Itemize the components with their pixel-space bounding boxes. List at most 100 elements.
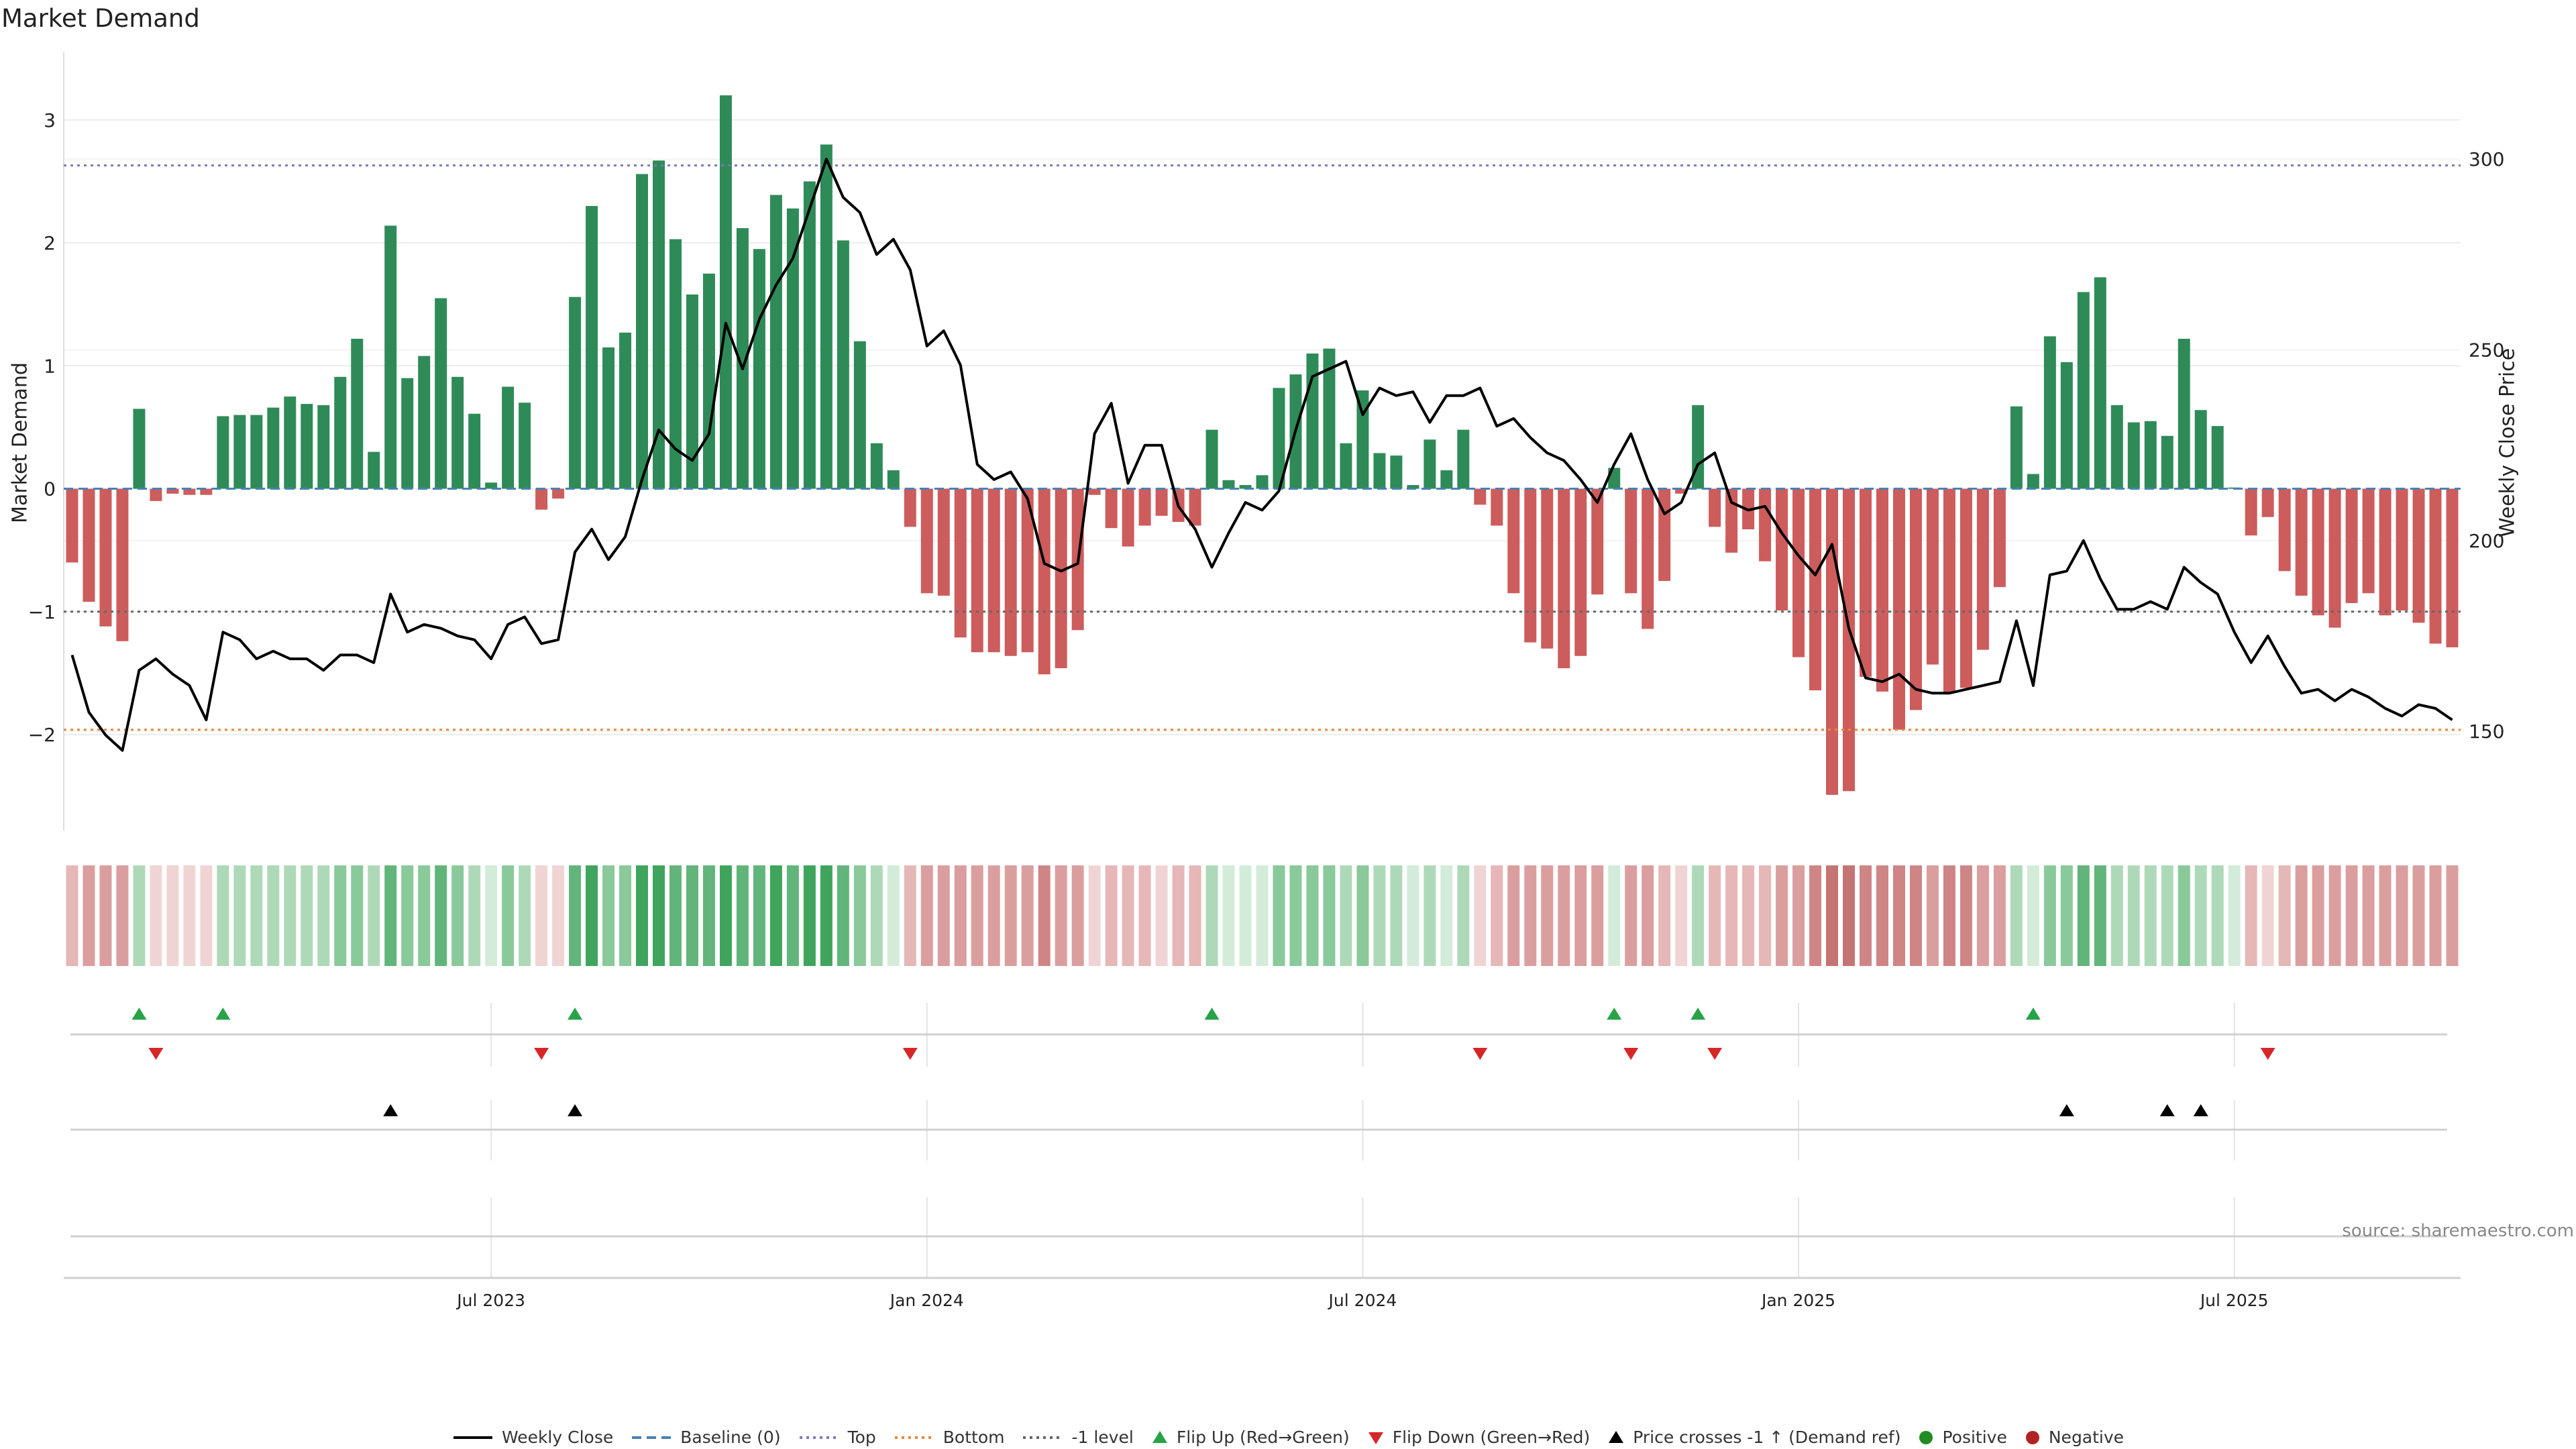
signal-cell bbox=[736, 865, 749, 966]
signal-cell bbox=[1172, 865, 1185, 966]
signal-cell bbox=[233, 865, 246, 966]
demand-bar bbox=[1256, 475, 1269, 489]
demand-bar bbox=[920, 488, 933, 594]
signal-cell bbox=[1491, 865, 1503, 966]
y-tick-label-left: 0 bbox=[44, 478, 56, 500]
demand-bar bbox=[1122, 488, 1134, 547]
demand-bar bbox=[2295, 488, 2308, 596]
demand-bar bbox=[669, 239, 682, 489]
signal-cell bbox=[904, 865, 916, 966]
signal-cell bbox=[1943, 865, 1955, 966]
signal-cell bbox=[820, 865, 833, 966]
flip-down-marker bbox=[1707, 1048, 1723, 1060]
signal-strip bbox=[66, 865, 2459, 966]
demand-bar bbox=[820, 144, 833, 489]
demand-bar bbox=[1222, 480, 1235, 489]
signal-cell bbox=[786, 865, 799, 966]
flip-up-marker bbox=[2025, 1008, 2041, 1020]
signal-cell bbox=[451, 865, 464, 966]
demand-bar bbox=[1088, 488, 1101, 495]
signal-cell bbox=[769, 865, 782, 966]
demand-bar bbox=[2429, 488, 2442, 644]
signal-cell bbox=[519, 865, 531, 966]
legend-symbol-icon bbox=[2025, 1430, 2041, 1446]
demand-bar bbox=[1407, 485, 1419, 489]
demand-bar bbox=[1675, 488, 1688, 494]
demand-bar bbox=[2446, 488, 2459, 647]
signal-cell bbox=[2379, 865, 2392, 966]
demand-bar bbox=[368, 451, 380, 489]
legend-symbol-icon bbox=[1918, 1430, 1934, 1446]
demand-bar bbox=[1440, 470, 1453, 489]
demand-bars bbox=[66, 95, 2459, 795]
signal-cell bbox=[418, 865, 431, 966]
signal-cell bbox=[468, 865, 481, 966]
signal-cell bbox=[1105, 865, 1118, 966]
demand-bar bbox=[250, 415, 263, 489]
flip-down-marker bbox=[902, 1048, 918, 1060]
legend-label: Top bbox=[847, 1428, 876, 1447]
signal-cell bbox=[2144, 865, 2157, 966]
legend-label: Price crosses -1 ↑ (Demand ref) bbox=[1633, 1428, 1901, 1447]
axis-ticks: 3 2 1 0 −1 −2 300 250 200 150 Jul 2023 Jan 2024 Jul … bbox=[28, 109, 2505, 1310]
demand-bar bbox=[150, 488, 162, 501]
signal-cell bbox=[1474, 865, 1487, 966]
demand-bar bbox=[1373, 453, 1386, 489]
signal-cell bbox=[334, 865, 347, 966]
demand-bar bbox=[1390, 455, 1403, 489]
signal-cell bbox=[1759, 865, 1772, 966]
signal-cell bbox=[2077, 865, 2090, 966]
demand-bar bbox=[1892, 488, 1905, 730]
signal-cell bbox=[1860, 865, 1872, 966]
signal-cell bbox=[2178, 865, 2190, 966]
signal-cell bbox=[66, 865, 78, 966]
signal-cell bbox=[1608, 865, 1621, 966]
demand-bar bbox=[1809, 488, 1822, 691]
demand-bar bbox=[2345, 488, 2358, 603]
signal-cell bbox=[2194, 865, 2207, 966]
signal-cell bbox=[2312, 865, 2324, 966]
demand-bar bbox=[1239, 485, 1252, 489]
demand-bar bbox=[166, 488, 179, 494]
signal-cell bbox=[502, 865, 515, 966]
legend-symbol-icon bbox=[1607, 1430, 1625, 1446]
demand-bar bbox=[1273, 388, 1285, 489]
signal-cell bbox=[1960, 865, 1972, 966]
demand-bar bbox=[2362, 488, 2375, 594]
signal-cell bbox=[1440, 865, 1453, 966]
signal-cell bbox=[954, 865, 967, 966]
demand-bar bbox=[1709, 488, 1721, 527]
legend-symbol-icon bbox=[631, 1431, 672, 1444]
demand-bar bbox=[1491, 488, 1503, 526]
legend-symbol-icon bbox=[452, 1431, 494, 1444]
demand-bar bbox=[1457, 429, 1470, 489]
legend-label: Baseline (0) bbox=[680, 1428, 781, 1447]
demand-bar bbox=[502, 386, 515, 489]
signal-cell bbox=[602, 865, 615, 966]
signal-cell bbox=[116, 865, 129, 966]
signal-cell bbox=[1507, 865, 1520, 966]
demand-bar bbox=[2178, 338, 2190, 489]
y-axis-left-label: Market Demand bbox=[8, 362, 32, 523]
y-tick-label-right: 150 bbox=[2469, 720, 2504, 743]
demand-bar bbox=[971, 488, 983, 653]
chart-title: Market Demand bbox=[1, 4, 200, 33]
signal-cell bbox=[669, 865, 682, 966]
demand-bar bbox=[2211, 426, 2224, 489]
signal-cell bbox=[702, 865, 715, 966]
flip-up-marker bbox=[1607, 1008, 1622, 1020]
signal-cell bbox=[1038, 865, 1051, 966]
demand-bar bbox=[954, 488, 967, 638]
signal-cell bbox=[1993, 865, 2006, 966]
price-cross-marker bbox=[2059, 1104, 2074, 1116]
signal-cell bbox=[971, 865, 983, 966]
demand-bar bbox=[317, 405, 330, 489]
signal-cell bbox=[384, 865, 397, 966]
signal-cell bbox=[2228, 865, 2241, 966]
signal-cell bbox=[435, 865, 447, 966]
demand-bar bbox=[1004, 488, 1017, 656]
signal-cell bbox=[200, 865, 213, 966]
signal-cell bbox=[99, 865, 112, 966]
signal-cell bbox=[2396, 865, 2408, 966]
signal-cell bbox=[166, 865, 179, 966]
